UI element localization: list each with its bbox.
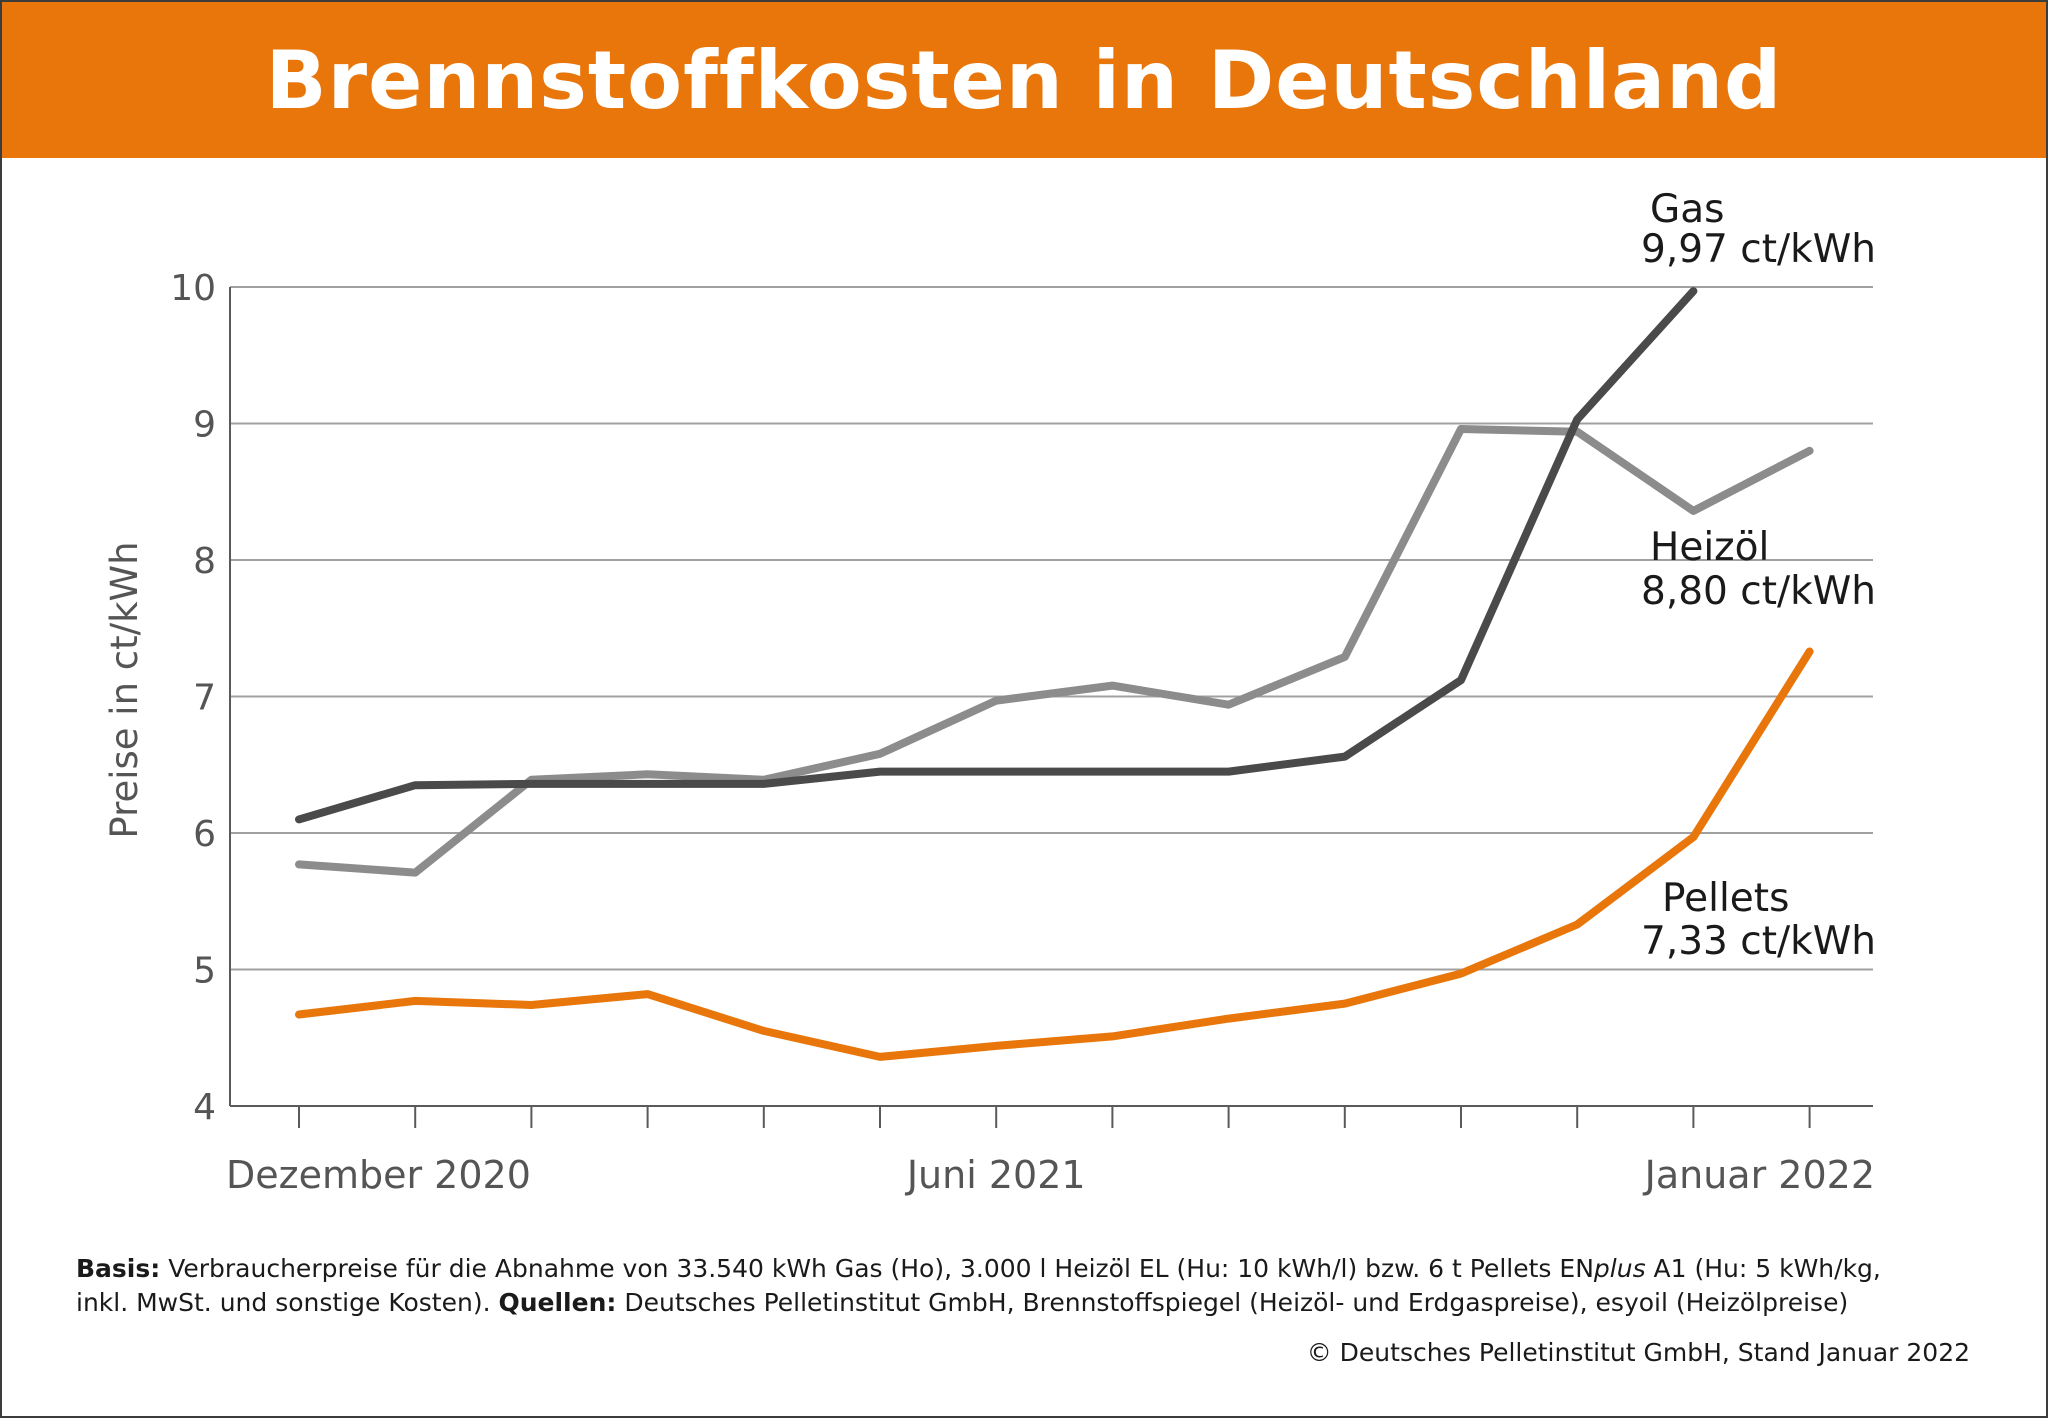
series-lines xyxy=(295,287,1814,1061)
copyright: © Deutsches Pelletinstitut GmbH, Stand J… xyxy=(1306,1338,1970,1367)
y-tick-label-4: 4 xyxy=(193,1087,216,1128)
y-tick-label-8: 8 xyxy=(193,541,216,582)
title-bar: Brennstoffkosten in Deutschland xyxy=(2,2,2046,158)
y-tick-label-9: 9 xyxy=(193,405,216,446)
annotation-value-pellets: 7,33 ct/kWh xyxy=(1641,919,1876,964)
annotation-name-heizoel: Heizöl xyxy=(1650,525,1769,570)
basis-text-2: A1 (Hu: 5 kWh/kg, xyxy=(1645,1254,1881,1283)
y-axis-label: Preise in ct/kWh xyxy=(103,541,146,838)
gridlines xyxy=(230,286,1873,971)
y-tick-label-5: 5 xyxy=(193,951,216,992)
y-tick-label-7: 7 xyxy=(193,678,216,719)
chart-title: Brennstoffkosten in Deutschland xyxy=(265,33,1783,127)
basis-text: Verbraucherpreise für die Abnahme von 33… xyxy=(160,1254,1594,1283)
y-tick-labels: 4 5 6 7 8 9 10 xyxy=(170,268,216,1128)
basis-label: Basis: xyxy=(76,1254,161,1283)
annotation-name-gas: Gas xyxy=(1650,187,1724,232)
y-tick-label-6: 6 xyxy=(193,814,216,855)
series-line-gas xyxy=(295,287,1698,824)
annotation-name-pellets: Pellets xyxy=(1662,876,1789,921)
basis-italic: plus xyxy=(1593,1254,1646,1283)
sources-label: Quellen: xyxy=(498,1288,617,1317)
x-tick-label-0: Dezember 2020 xyxy=(226,1153,531,1197)
annotation-value-heizoel: 8,80 ct/kWh xyxy=(1641,569,1876,614)
sources-text: Deutsches Pelletinstitut GmbH, Brennstof… xyxy=(616,1288,1849,1317)
axes xyxy=(229,287,1873,1107)
x-tick-label-6: Juni 2021 xyxy=(905,1153,1086,1197)
sources-prefix: inkl. MwSt. und sonstige Kosten). xyxy=(76,1288,499,1317)
series-line-pellets xyxy=(295,647,1814,1061)
series-line-heizoel xyxy=(295,425,1814,877)
x-ticks: Dezember 2020 Juni 2021 Januar 2022 xyxy=(226,1106,1875,1197)
footer-sources: inkl. MwSt. und sonstige Kosten). Quelle… xyxy=(76,1286,1976,1320)
annotation-value-gas: 9,97 ct/kWh xyxy=(1641,227,1876,272)
footer-basis: Basis: Verbraucherpreise für die Abnahme… xyxy=(76,1252,1976,1286)
x-tick-label-13: Januar 2022 xyxy=(1643,1153,1875,1197)
y-tick-label-10: 10 xyxy=(170,268,216,309)
